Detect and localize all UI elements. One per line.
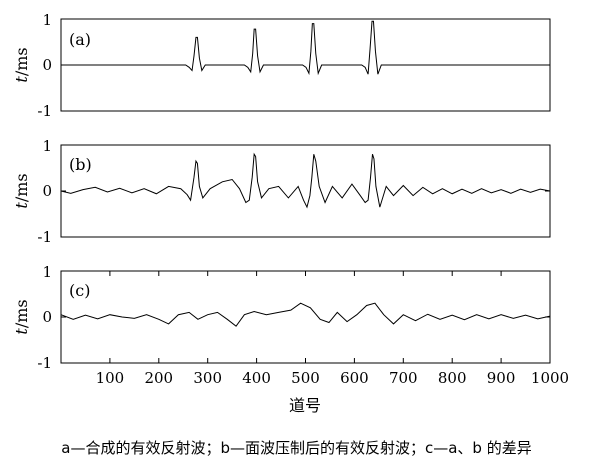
- series-line-b: [60, 152, 551, 209]
- y-tick-label-c-zero: 0: [42, 308, 52, 326]
- panel-c: (c) 1 0 -1 t/ms 100 200 300 400 500 600 700 800…: [12, 263, 569, 415]
- x-tick-label-800: 800: [438, 369, 467, 387]
- y-tick-label-a-top: 1: [42, 11, 52, 29]
- x-tick-label-100: 100: [96, 369, 125, 387]
- panel-label-c: (c): [69, 281, 90, 300]
- y-tick-label-c-bottom: -1: [37, 354, 52, 372]
- x-tick-label-700: 700: [389, 369, 418, 387]
- x-tick-label-900: 900: [487, 369, 516, 387]
- y-ticks-c: [61, 270, 550, 364]
- x-axis-label: 道号: [289, 396, 321, 415]
- figure-caption: a—合成的有效反射波；b—面波压制后的有效反射波；c—a、b 的差异: [61, 439, 532, 457]
- x-tick-label-400: 400: [242, 369, 271, 387]
- y-axis-label-a: t/ms: [12, 47, 31, 82]
- y-ticks-b: [61, 144, 550, 238]
- y-tick-label-a-zero: 0: [42, 56, 52, 74]
- plot-frame-c: [60, 270, 551, 364]
- y-tick-label-c-top: 1: [42, 263, 52, 281]
- x-tick-label-200: 200: [144, 369, 173, 387]
- x-tick-labels: 100 200 300 400 500 600 700 800 900 1000: [96, 369, 570, 387]
- y-tick-label-b-zero: 0: [42, 182, 52, 200]
- x-tick-label-1000: 1000: [531, 369, 569, 387]
- panel-label-a: (a): [69, 30, 91, 49]
- panel-a: (a) 1 0 -1 t/ms: [12, 11, 551, 120]
- panel-label-b: (b): [69, 155, 92, 174]
- x-ticks-c: [109, 271, 551, 363]
- y-axis-label-c: t/ms: [12, 299, 31, 334]
- x-tick-label-500: 500: [291, 369, 320, 387]
- y-tick-label-b-top: 1: [42, 137, 52, 155]
- panel-b: (b) 1 0 -1 t/ms: [12, 137, 551, 246]
- y-tick-label-a-bottom: -1: [37, 102, 52, 120]
- series-line-c: [60, 302, 551, 327]
- series-line-a: [61, 20, 550, 76]
- y-tick-label-b-bottom: -1: [37, 228, 52, 246]
- x-tick-label-300: 300: [193, 369, 222, 387]
- x-tick-label-600: 600: [340, 369, 369, 387]
- y-axis-label-b: t/ms: [12, 173, 31, 208]
